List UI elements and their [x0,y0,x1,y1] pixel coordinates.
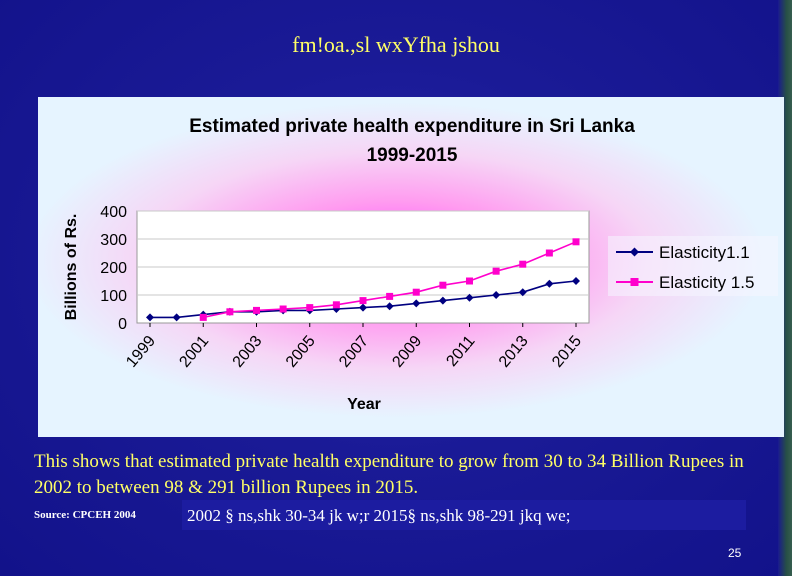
y-tick-label: 400 [100,204,127,221]
slide-title: fm!oa.,sl wx​Yfha jshou [292,32,500,57]
data-point-series1 [492,291,501,299]
y-tick-label: 100 [100,288,127,305]
data-point-series2 [412,288,420,296]
y-axis-ticks: 0 100 200 300 400 [100,204,127,333]
data-point-series2 [545,249,553,257]
x-tick-label: 2009 [389,333,425,371]
x-tick-label: 2003 [230,333,266,371]
data-point-series2 [572,238,580,246]
slide-number: 25 [728,546,742,560]
x-axis-label: Year [347,396,381,413]
data-point-series2 [279,305,287,313]
y-tick-label: 300 [100,232,127,249]
chart-subtitle: 1999-2015 [367,145,458,166]
data-point-series1 [172,313,181,322]
x-tick-label: 2001 [176,333,212,371]
data-point-series1 [572,277,580,285]
data-point-series1 [518,288,527,297]
data-point-series1 [438,296,447,305]
data-point-series2 [253,306,260,314]
y-tick-label: 200 [100,260,127,277]
data-point-series1 [359,303,367,312]
data-point-series2 [466,277,473,285]
series-group [146,238,580,322]
x-tick-label: 2005 [283,333,319,371]
data-point-series2 [306,304,314,312]
chart-title: Estimated private health expenditure in … [189,116,635,137]
data-point-series1 [385,302,394,311]
data-point-series1 [545,279,554,288]
legend-label-series2: Elasticity 1.5 [659,273,754,292]
legend-marker-series1 [630,247,639,257]
x-tick-label: 2015 [549,333,585,371]
body-text: This shows that estimated private health… [34,451,744,498]
gridlines [137,210,589,296]
x-tick-label: 2007 [336,333,372,371]
data-point-series2 [519,260,527,268]
source-label: Source: CPCEH 2004 [34,509,136,521]
y-tick-label: 0 [118,316,127,333]
data-point-series2 [332,301,340,309]
data-point-series2 [359,297,367,305]
data-point-series2 [386,292,394,300]
source-sinhala-text: 2002 § ns,shk 30-34 jk w;r 2015§ ns,shk … [187,506,571,525]
x-tick-label: 1999 [123,333,159,371]
y-axis-label: Billions of Rs. [63,214,80,321]
data-point-series1 [412,299,421,308]
data-point-series1 [465,293,474,302]
legend-label-series1: Elasticity1.1 [659,243,750,262]
chart-svg: Estimated private health expenditure in … [63,116,778,413]
data-point-series2 [439,281,447,289]
x-tick-label: 2011 [443,333,478,370]
legend: Elasticity1.1 Elasticity 1.5 [608,236,778,296]
data-point-series2 [226,308,234,316]
x-tick-label: 2013 [496,333,532,371]
chart-panel: Estimated private health expenditure in … [38,97,784,437]
data-point-series2 [492,267,500,275]
data-point-series1 [146,313,154,322]
source-strip [182,500,746,530]
legend-marker-series2 [630,278,639,286]
data-point-series2 [199,313,207,321]
x-axis-ticks: 1999 2001 2003 2005 2007 2009 2011 2013 2015 [123,323,585,371]
